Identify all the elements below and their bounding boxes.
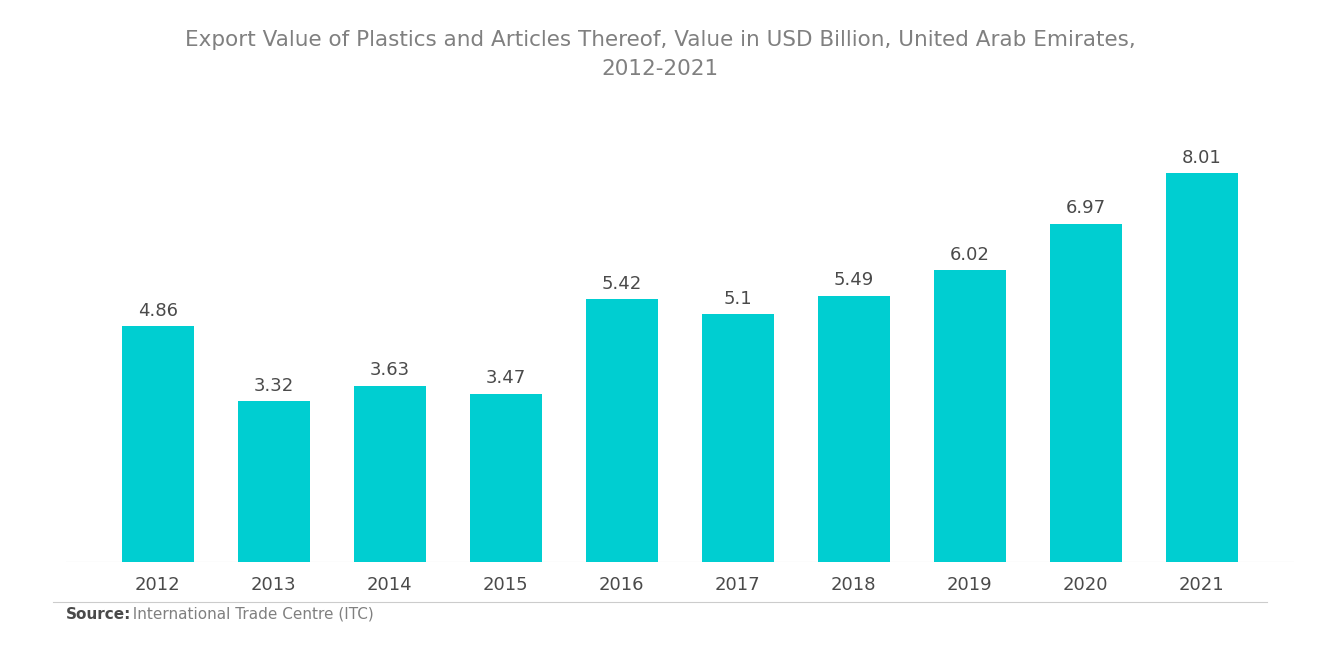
Bar (702, 315, 774, 562)
Text: 6.97: 6.97 (1065, 200, 1106, 217)
Bar (933, 270, 1006, 562)
Text: 2012-2021: 2012-2021 (602, 59, 718, 78)
Text: International Trade Centre (ITC): International Trade Centre (ITC) (123, 606, 374, 622)
Text: Source:: Source: (66, 606, 132, 622)
Bar (121, 326, 194, 562)
Bar (1166, 174, 1238, 562)
Bar (1049, 223, 1122, 562)
Text: 5.42: 5.42 (602, 275, 642, 293)
Text: 8.01: 8.01 (1181, 149, 1222, 167)
Text: 5.49: 5.49 (834, 271, 874, 289)
Text: 3.63: 3.63 (370, 362, 409, 380)
Bar (238, 401, 310, 562)
Text: 5.1: 5.1 (723, 290, 752, 308)
Bar (470, 394, 541, 562)
Text: Export Value of Plastics and Articles Thereof, Value in USD Billion, United Arab: Export Value of Plastics and Articles Th… (185, 30, 1135, 50)
Bar (354, 386, 426, 562)
Text: 3.47: 3.47 (486, 369, 525, 387)
Text: 6.02: 6.02 (950, 245, 990, 263)
Bar (818, 295, 890, 562)
Text: 3.32: 3.32 (253, 376, 294, 394)
Text: 4.86: 4.86 (137, 302, 178, 320)
Bar (586, 299, 657, 562)
